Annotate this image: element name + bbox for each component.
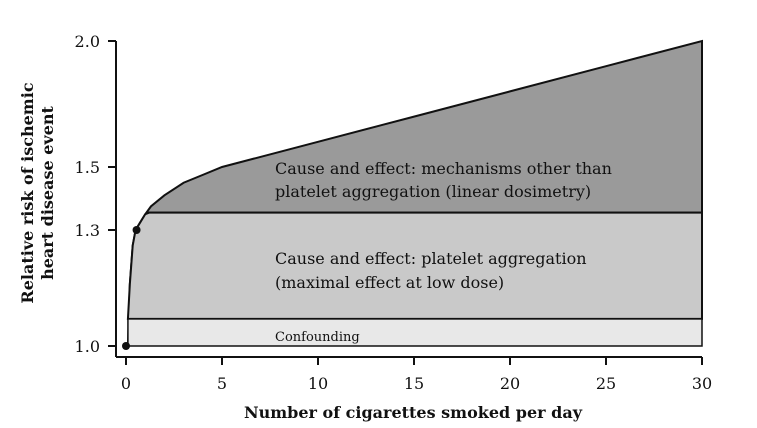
x-axis-title: Number of cigarettes smoked per day [244, 403, 583, 422]
region-platelet-aggregation [126, 211, 703, 320]
x-tick-label: 25 [596, 374, 616, 393]
data-point [132, 226, 141, 234]
annotation-confounding: Confounding [275, 330, 360, 345]
x-tick-label: 30 [692, 374, 712, 393]
annotation-middle-line-2: (maximal effect at low dose) [275, 273, 504, 292]
chart-points [122, 226, 141, 350]
y-tick-label: 1.0 [75, 337, 100, 356]
y-axis-title-line-1: Relative risk of ischemic [18, 82, 37, 303]
x-tick-label: 20 [500, 374, 520, 393]
annotation-middle-line-1: Cause and effect: platelet aggregation [275, 249, 587, 268]
y-axis-title-line-2: heart disease event [38, 105, 57, 279]
annotation-top-line-1: Cause and effect: mechanisms other than [275, 159, 612, 178]
x-tick-label: 0 [121, 374, 131, 393]
data-point [122, 342, 130, 350]
chart-ticks: 0 5 10 15 20 25 30 1.0 1.3 1.5 2.0 [75, 32, 713, 393]
chart-axes [115, 41, 702, 358]
x-tick-label: 15 [404, 374, 424, 393]
chart-regions [126, 39, 703, 347]
y-tick-label: 1.5 [75, 158, 100, 177]
y-tick-label: 2.0 [75, 32, 100, 51]
y-tick-label: 1.3 [75, 221, 100, 240]
region-confounding [127, 318, 703, 347]
x-tick-label: 10 [308, 374, 328, 393]
x-tick-label: 5 [217, 374, 227, 393]
annotation-top-line-2: platelet aggregation (linear dosimetry) [275, 182, 591, 201]
